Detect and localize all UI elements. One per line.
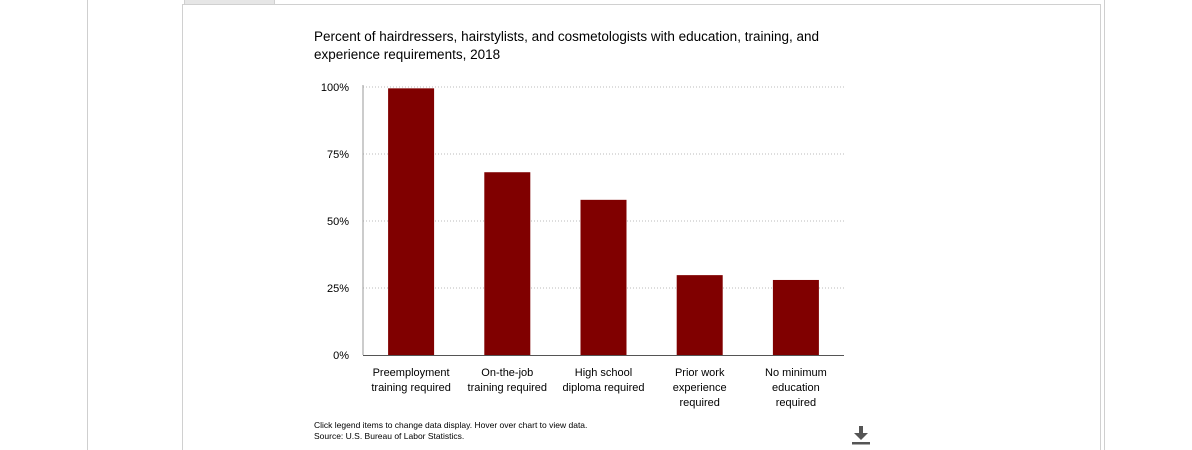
- tab-header[interactable]: [184, 0, 275, 4]
- x-tick-label: Preemployment: [373, 367, 450, 379]
- x-tick-label: diploma required: [563, 382, 645, 394]
- x-tick-label: High school: [575, 367, 632, 379]
- chart-source: Source: U.S. Bureau of Labor Statistics.: [314, 431, 465, 441]
- chart-title: Percent of hairdressers, hairstylists, a…: [314, 29, 819, 62]
- x-tick-label: experience: [673, 382, 727, 394]
- chart-instructions: Click legend items to change data displa…: [314, 420, 588, 430]
- chart-panel: [182, 4, 1101, 450]
- x-tick-label: required: [776, 397, 816, 409]
- x-tick-label: education: [772, 382, 820, 394]
- bar[interactable]: [484, 172, 531, 355]
- y-tick-label: 25%: [327, 283, 349, 295]
- bar[interactable]: [772, 279, 819, 355]
- x-tick-label: required: [680, 397, 720, 409]
- x-tick-label: On-the-job: [481, 367, 533, 379]
- y-tick-label: 0%: [333, 350, 349, 362]
- bar[interactable]: [388, 88, 435, 355]
- frame-divider-right: [1104, 0, 1105, 450]
- x-tick-label: training required: [371, 382, 451, 394]
- y-tick-label: 50%: [327, 216, 349, 228]
- download-arrow-icon: [852, 426, 870, 445]
- y-tick-label: 100%: [321, 82, 349, 94]
- bar[interactable]: [676, 275, 723, 355]
- x-tick-label: Prior work: [675, 367, 725, 379]
- bar[interactable]: [580, 199, 627, 355]
- y-tick-label: 75%: [327, 149, 349, 161]
- frame-divider-left: [87, 0, 88, 450]
- x-tick-label: training required: [468, 382, 548, 394]
- download-icon[interactable]: [850, 424, 872, 446]
- x-tick-label: No minimum: [765, 367, 827, 379]
